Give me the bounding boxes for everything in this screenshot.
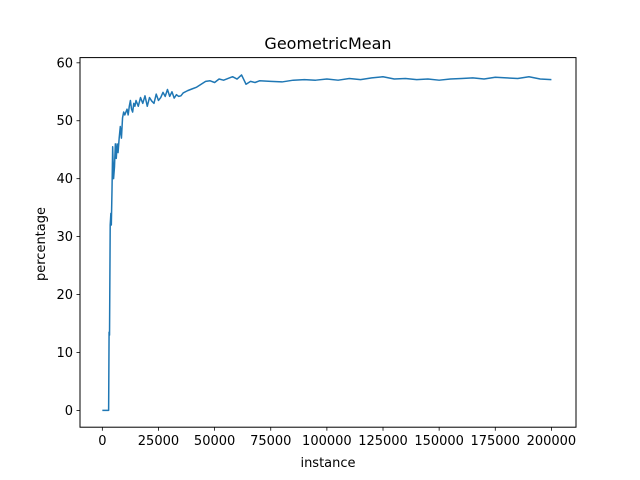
x-tick-label: 100000 [302, 434, 352, 449]
y-axis-label: percentage [34, 207, 49, 281]
x-tick-label: 25000 [138, 434, 179, 449]
x-tick-label: 175000 [470, 434, 520, 449]
x-axis-ticks: 0 25000 50000 75000 100000 125000 150000 175000… [98, 427, 576, 449]
y-tick-label: 50 [56, 114, 73, 129]
x-tick-label: 150000 [414, 434, 464, 449]
x-tick-label: 75000 [250, 434, 291, 449]
x-tick-label: 50000 [194, 434, 235, 449]
series-line [102, 74, 552, 412]
y-tick-label: 10 [56, 346, 73, 361]
plot-marks [102, 74, 552, 412]
y-axis-ticks: 0 10 20 30 40 50 60 [56, 56, 80, 419]
y-tick-label: 30 [56, 230, 73, 245]
y-tick-label: 40 [56, 172, 73, 187]
plot-frame [79, 57, 577, 428]
y-tick-label: 20 [56, 288, 73, 303]
x-tick-label: 200000 [527, 434, 577, 449]
x-tick-label: 125000 [358, 434, 408, 449]
y-tick-label: 60 [56, 56, 73, 71]
x-tick-label: 0 [98, 434, 106, 449]
y-tick-label: 0 [65, 404, 73, 419]
x-axis-label: instance [300, 456, 355, 471]
chart-title: GeometricMean [264, 34, 391, 53]
